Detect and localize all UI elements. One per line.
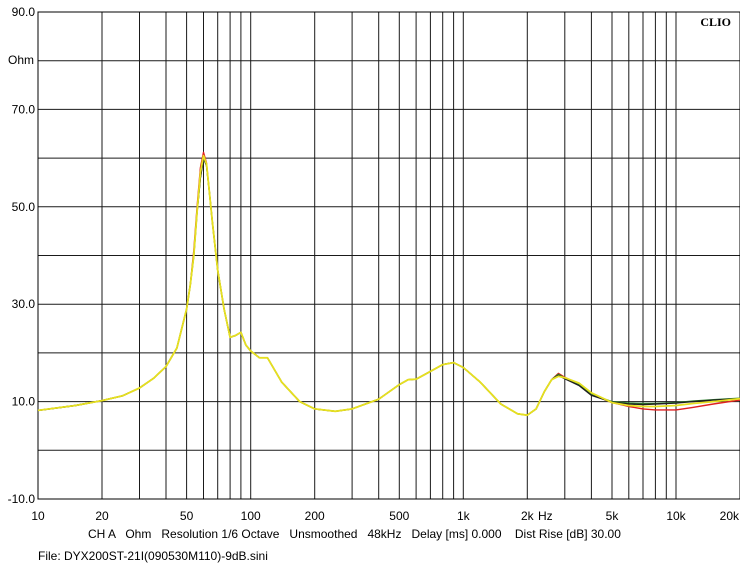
series-line-yellow (37, 154, 740, 417)
y-tick-label: 30.0 (12, 297, 36, 311)
y-tick-label: 70.0 (12, 102, 36, 116)
x-tick-label: 20 (95, 509, 109, 523)
y-unit-label: Ohm (8, 53, 34, 67)
x-tick-label: 5k (606, 509, 620, 523)
x-tick-label: 10 (31, 509, 45, 523)
series-layer (37, 151, 740, 417)
x-tick-label: 10k (666, 509, 686, 523)
clio-badge: CLIO (700, 15, 731, 29)
y-tick-label: 90.0 (12, 5, 36, 19)
x-tick-label: 2k (521, 509, 535, 523)
x-unit-label: Hz (538, 509, 553, 523)
measurement-settings: CH A Ohm Resolution 1/6 Octave Unsmoothe… (88, 527, 621, 541)
x-tick-label: 100 (241, 509, 261, 523)
x-tick-label: 500 (389, 509, 409, 523)
plot-frame (37, 11, 740, 500)
x-tick-label: 1k (457, 509, 471, 523)
x-tick-label: 50 (180, 509, 194, 523)
y-tick-label: 50.0 (12, 200, 36, 214)
x-tick-label: 20k (720, 509, 740, 523)
y-tick-label: -10.0 (8, 492, 36, 506)
y-tick-label: 10.0 (12, 395, 36, 409)
y-tick-labels: 90.0 70.0 50.0 30.0 10.0 -10.0 (8, 5, 36, 506)
x-tick-label: 200 (305, 509, 325, 523)
file-name: File: DYX200ST-21I(090530M110)-9dB.sini (38, 549, 268, 563)
x-tick-labels: 10 20 50 100 200 500 1k 2k 5k 10k 20k (31, 509, 740, 523)
